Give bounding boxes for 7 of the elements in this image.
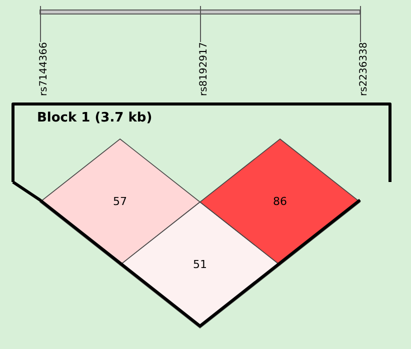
data-label: 51 bbox=[193, 258, 207, 271]
category-label: rs8192917 bbox=[198, 42, 210, 96]
text: Block 1 (3.7 kb) bbox=[37, 110, 152, 126]
data-label: 57 bbox=[113, 194, 127, 208]
category-label: rs7144366 bbox=[38, 42, 50, 96]
category-label: rs2236338 bbox=[358, 42, 370, 96]
data-label: 86 bbox=[273, 194, 287, 208]
